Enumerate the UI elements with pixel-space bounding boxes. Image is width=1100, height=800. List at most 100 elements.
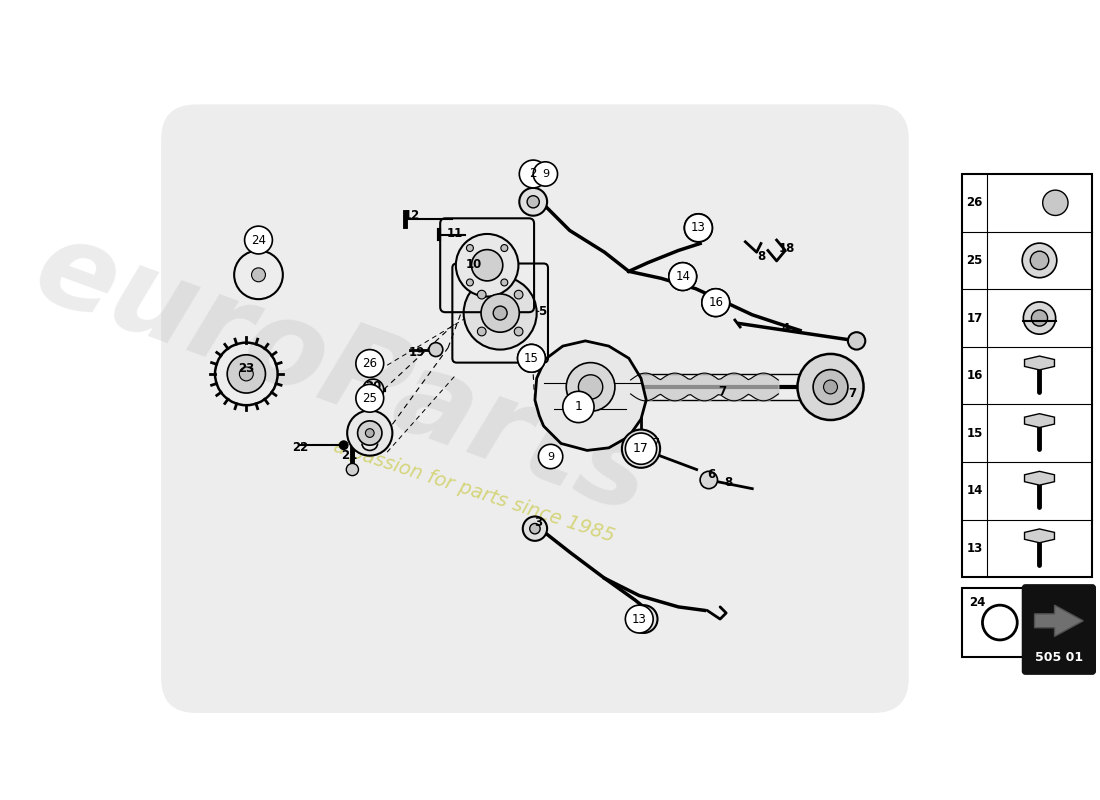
Text: 19: 19: [408, 346, 425, 358]
Circle shape: [848, 332, 866, 350]
Circle shape: [518, 344, 546, 372]
Circle shape: [472, 250, 503, 281]
Circle shape: [244, 226, 273, 254]
Text: 17: 17: [966, 311, 982, 325]
Text: 8: 8: [724, 476, 733, 489]
Text: 13: 13: [691, 222, 706, 234]
Circle shape: [356, 350, 384, 378]
Text: 1: 1: [574, 401, 582, 414]
Text: 9: 9: [541, 164, 550, 177]
Circle shape: [798, 354, 864, 420]
Circle shape: [477, 290, 486, 299]
Circle shape: [500, 279, 508, 286]
Circle shape: [429, 342, 443, 357]
Circle shape: [1022, 243, 1057, 278]
Circle shape: [629, 605, 658, 633]
Text: 4: 4: [781, 322, 790, 335]
Text: 21: 21: [341, 449, 358, 462]
Circle shape: [466, 279, 473, 286]
Text: 26: 26: [362, 357, 377, 370]
Circle shape: [339, 441, 348, 450]
Text: 13: 13: [966, 542, 982, 555]
Circle shape: [621, 430, 660, 468]
Polygon shape: [535, 341, 646, 450]
Circle shape: [477, 327, 486, 336]
Text: 9: 9: [547, 451, 554, 462]
Text: 14: 14: [966, 485, 982, 498]
Text: 7: 7: [718, 385, 726, 398]
Circle shape: [515, 327, 522, 336]
Text: 8: 8: [757, 250, 766, 263]
Circle shape: [813, 370, 848, 404]
Text: 7: 7: [848, 386, 856, 399]
Circle shape: [1031, 251, 1048, 270]
Circle shape: [669, 262, 696, 290]
Circle shape: [358, 421, 382, 446]
Circle shape: [481, 294, 519, 332]
Circle shape: [522, 517, 547, 541]
Text: 25: 25: [362, 392, 377, 405]
Circle shape: [252, 268, 265, 282]
Text: 1: 1: [574, 401, 583, 414]
Text: 16: 16: [708, 296, 724, 309]
Circle shape: [566, 362, 615, 411]
Circle shape: [547, 452, 554, 461]
Circle shape: [626, 433, 657, 464]
Circle shape: [684, 214, 713, 242]
Circle shape: [702, 289, 729, 317]
Circle shape: [1043, 190, 1068, 215]
Circle shape: [363, 379, 384, 400]
Circle shape: [466, 245, 473, 251]
Circle shape: [684, 214, 713, 242]
Text: 23: 23: [239, 362, 254, 375]
Text: 24: 24: [251, 234, 266, 246]
Text: 5: 5: [538, 305, 546, 318]
Text: 17: 17: [646, 437, 661, 450]
Circle shape: [518, 344, 546, 372]
Circle shape: [455, 234, 518, 297]
Text: 25: 25: [966, 254, 982, 267]
Circle shape: [1032, 310, 1047, 326]
Circle shape: [1023, 302, 1056, 334]
Text: 12: 12: [404, 210, 419, 222]
Polygon shape: [1024, 529, 1055, 542]
Circle shape: [519, 188, 547, 216]
Text: 14: 14: [675, 270, 690, 283]
FancyBboxPatch shape: [962, 174, 1092, 578]
Circle shape: [356, 384, 384, 412]
Text: a passion for parts since 1985: a passion for parts since 1985: [331, 437, 617, 546]
Circle shape: [500, 245, 508, 251]
Circle shape: [519, 160, 547, 188]
Circle shape: [692, 222, 704, 234]
Text: 16: 16: [966, 369, 982, 382]
Text: 17: 17: [634, 442, 649, 455]
Polygon shape: [1024, 356, 1055, 370]
Text: 9: 9: [542, 169, 549, 179]
FancyBboxPatch shape: [962, 588, 1023, 658]
Circle shape: [563, 391, 594, 422]
Circle shape: [700, 471, 717, 489]
Circle shape: [493, 306, 507, 320]
Circle shape: [579, 374, 603, 399]
Circle shape: [638, 613, 650, 625]
Circle shape: [702, 289, 729, 317]
Text: 22: 22: [293, 442, 308, 454]
Circle shape: [540, 446, 561, 467]
Text: 15: 15: [524, 352, 539, 365]
Circle shape: [534, 162, 558, 186]
Text: 15: 15: [966, 426, 982, 440]
Text: 9: 9: [554, 454, 562, 467]
Circle shape: [632, 440, 650, 458]
Polygon shape: [1034, 605, 1084, 637]
Text: 505 01: 505 01: [1035, 651, 1082, 664]
Circle shape: [365, 429, 374, 438]
Text: 2: 2: [529, 167, 537, 181]
Circle shape: [538, 444, 563, 469]
Circle shape: [626, 605, 653, 633]
Circle shape: [669, 262, 696, 290]
Text: 3: 3: [535, 516, 542, 529]
Circle shape: [464, 277, 537, 350]
Text: 11: 11: [447, 226, 463, 239]
Circle shape: [346, 463, 359, 476]
Text: 20: 20: [365, 379, 382, 393]
